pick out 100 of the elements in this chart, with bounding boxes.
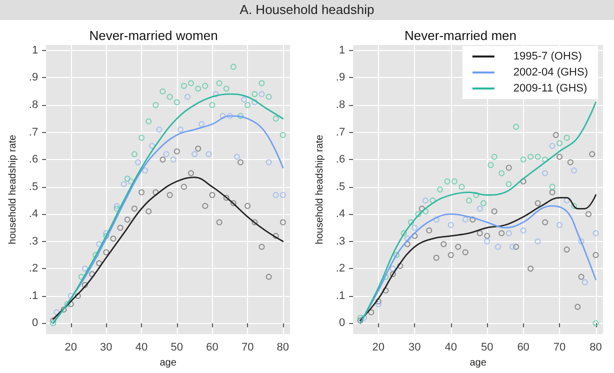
- point: [50, 320, 56, 326]
- point: [124, 176, 130, 182]
- point: [266, 94, 272, 100]
- point: [509, 244, 516, 250]
- point: [252, 219, 258, 226]
- point: [357, 317, 364, 324]
- point: [92, 252, 99, 258]
- point: [82, 266, 88, 272]
- point: [166, 94, 173, 100]
- point: [462, 249, 468, 256]
- x-tick-label: 30: [100, 342, 112, 354]
- point: [582, 279, 588, 286]
- x-tick-label: 70: [241, 342, 254, 354]
- point: [252, 91, 258, 98]
- point: [134, 159, 141, 166]
- point: [491, 208, 498, 214]
- point: [458, 184, 465, 190]
- point: [498, 230, 505, 236]
- point: [216, 219, 222, 226]
- point: [462, 216, 468, 223]
- point: [131, 206, 138, 212]
- y-tick-label: 1: [32, 44, 38, 56]
- point: [78, 274, 84, 280]
- x-tick-label: 50: [170, 342, 183, 354]
- point: [571, 167, 578, 174]
- point: [592, 230, 599, 236]
- point: [422, 197, 429, 204]
- point: [433, 216, 440, 223]
- point: [64, 301, 70, 308]
- point: [230, 200, 236, 206]
- point: [280, 192, 286, 198]
- point: [513, 244, 520, 250]
- point: [564, 246, 570, 253]
- y-tick-label: 1: [338, 44, 346, 56]
- legend-label: 2002-04 (GHS): [513, 66, 588, 78]
- point: [202, 82, 208, 89]
- line-series: [360, 102, 596, 324]
- point: [209, 102, 216, 108]
- point: [360, 314, 367, 321]
- x-axis-title: age: [470, 358, 487, 368]
- point: [96, 241, 102, 248]
- point: [452, 178, 458, 184]
- point: [382, 274, 389, 280]
- point: [192, 151, 198, 158]
- point: [128, 178, 134, 184]
- x-tick-label: 80: [590, 342, 602, 354]
- point: [448, 252, 454, 258]
- point: [426, 227, 432, 234]
- point: [520, 178, 526, 184]
- point: [404, 236, 410, 242]
- y-tick-label: 0: [32, 317, 38, 330]
- point: [188, 170, 194, 176]
- point: [422, 208, 429, 214]
- point: [54, 309, 60, 316]
- point: [266, 159, 272, 166]
- point: [437, 186, 444, 193]
- point: [272, 192, 279, 198]
- point: [520, 227, 526, 234]
- point: [556, 154, 563, 160]
- y-tick-label: .2: [28, 262, 38, 275]
- point: [103, 232, 110, 239]
- point: [170, 156, 176, 163]
- point: [542, 170, 548, 176]
- y-tick-label: .3: [336, 235, 346, 248]
- point: [266, 274, 272, 280]
- point: [50, 317, 56, 324]
- point: [480, 200, 486, 206]
- point: [152, 189, 159, 196]
- point: [375, 301, 382, 308]
- y-tick-label: .4: [336, 208, 346, 220]
- point: [146, 118, 152, 124]
- point: [549, 142, 556, 149]
- x-tick-label: 60: [206, 342, 218, 354]
- point: [408, 219, 414, 226]
- x-tick-label: 40: [444, 342, 457, 354]
- point: [444, 178, 450, 184]
- point: [230, 64, 236, 70]
- point: [534, 200, 541, 206]
- point: [209, 192, 216, 198]
- x-tick-label: 20: [64, 342, 77, 354]
- point: [124, 216, 130, 223]
- point: [491, 154, 498, 160]
- point: [258, 91, 265, 98]
- point: [542, 156, 548, 163]
- point: [238, 159, 244, 166]
- point: [138, 189, 145, 196]
- x-tick-label: 80: [276, 342, 290, 354]
- point: [114, 206, 120, 212]
- y-tick-label: .9: [28, 72, 38, 84]
- point: [188, 80, 194, 86]
- point: [567, 159, 574, 166]
- y-axis-title: household headship rate: [8, 134, 18, 244]
- point: [177, 126, 184, 133]
- point: [238, 112, 244, 119]
- point: [272, 232, 279, 239]
- y-axis-title: household headship rate: [314, 134, 326, 244]
- line-series: [52, 176, 284, 320]
- point: [184, 94, 190, 100]
- point: [60, 306, 67, 313]
- y-tick-label: .7: [336, 126, 346, 138]
